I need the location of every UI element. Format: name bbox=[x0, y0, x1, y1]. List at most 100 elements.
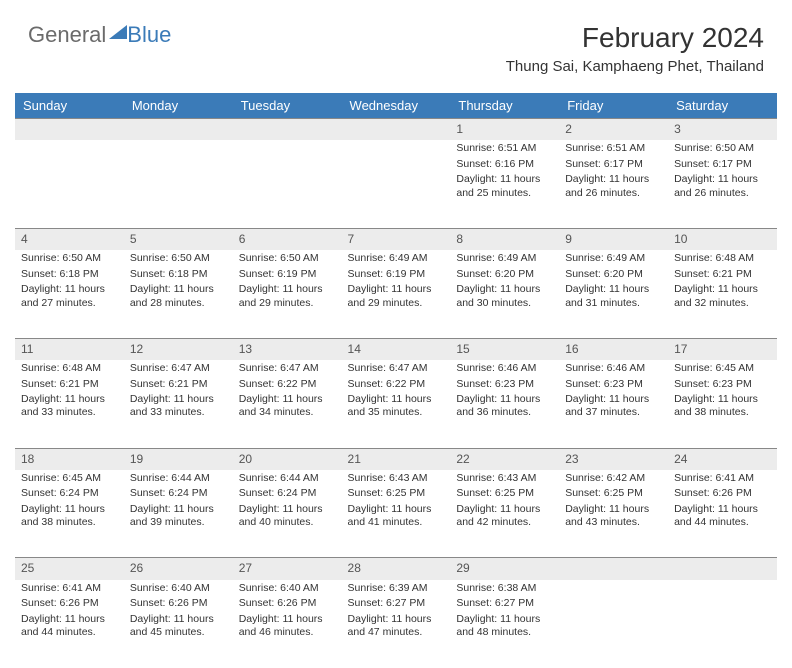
daylight-text: Daylight: 11 hours and 26 minutes. bbox=[565, 173, 662, 200]
sunrise-text: Sunrise: 6:51 AM bbox=[565, 142, 662, 155]
sunrise-text: Sunrise: 6:46 AM bbox=[565, 362, 662, 375]
weekday-header: Sunday bbox=[15, 93, 124, 119]
sunset-text: Sunset: 6:20 PM bbox=[565, 268, 662, 281]
daylight-text: Daylight: 11 hours and 46 minutes. bbox=[239, 613, 336, 640]
sunset-text: Sunset: 6:25 PM bbox=[565, 487, 662, 500]
daylight-text: Daylight: 11 hours and 35 minutes. bbox=[348, 393, 445, 420]
daynum-row: 11121314151617 bbox=[15, 338, 777, 360]
day-detail-cell: Sunrise: 6:50 AMSunset: 6:19 PMDaylight:… bbox=[233, 250, 342, 338]
sunrise-text: Sunrise: 6:41 AM bbox=[674, 472, 771, 485]
day-detail-row: Sunrise: 6:45 AMSunset: 6:24 PMDaylight:… bbox=[15, 470, 777, 558]
day-detail-cell: Sunrise: 6:50 AMSunset: 6:18 PMDaylight:… bbox=[124, 250, 233, 338]
daylight-text: Daylight: 11 hours and 40 minutes. bbox=[239, 503, 336, 530]
daylight-text: Daylight: 11 hours and 34 minutes. bbox=[239, 393, 336, 420]
title-block: February 2024 Thung Sai, Kamphaeng Phet,… bbox=[506, 22, 764, 75]
day-number-cell: 12 bbox=[124, 338, 233, 360]
sunset-text: Sunset: 6:19 PM bbox=[239, 268, 336, 281]
daylight-text: Daylight: 11 hours and 44 minutes. bbox=[21, 613, 118, 640]
sunset-text: Sunset: 6:17 PM bbox=[674, 158, 771, 171]
daylight-text: Daylight: 11 hours and 47 minutes. bbox=[348, 613, 445, 640]
day-number-cell: 5 bbox=[124, 228, 233, 250]
daylight-text: Daylight: 11 hours and 36 minutes. bbox=[456, 393, 553, 420]
day-number-cell: 7 bbox=[342, 228, 451, 250]
brand-part1: General bbox=[28, 22, 106, 48]
sunrise-text: Sunrise: 6:40 AM bbox=[239, 582, 336, 595]
day-detail-cell: Sunrise: 6:46 AM Sunset: 6:23 PM Daylight:… bbox=[559, 360, 668, 448]
daylight-text: Daylight: 11 hours and 31 minutes. bbox=[565, 283, 662, 310]
sunset-text: Sunset: 6:18 PM bbox=[21, 268, 118, 281]
sunset-text: Sunset: 6:22 PM bbox=[348, 378, 445, 391]
daylight-text: Daylight: 11 hours and 37 minutes. bbox=[565, 393, 662, 420]
sunset-text: Sunset: 6:27 PM bbox=[456, 597, 553, 610]
day-number-cell: 9 bbox=[559, 228, 668, 250]
brand-logo: General Blue bbox=[28, 22, 171, 48]
day-number-cell: 10 bbox=[668, 228, 777, 250]
sunset-text: Sunset: 6:26 PM bbox=[239, 597, 336, 610]
sunset-text: Sunset: 6:19 PM bbox=[348, 268, 445, 281]
sunset-text: Sunset: 6:24 PM bbox=[130, 487, 227, 500]
daylight-text: Daylight: 11 hours and 33 minutes. bbox=[130, 393, 227, 420]
day-number-cell: 22 bbox=[450, 448, 559, 470]
sunrise-text: Sunrise: 6:50 AM bbox=[21, 252, 118, 265]
sunrise-text: Sunrise: 6:45 AM bbox=[674, 362, 771, 375]
daylight-text: Daylight: 11 hours and 48 minutes. bbox=[456, 613, 553, 640]
day-detail-cell: Sunrise: 6:46 AM Sunset: 6:23 PM Daylight:… bbox=[450, 360, 559, 448]
sunset-text: Sunset: 6:21 PM bbox=[674, 268, 771, 281]
day-detail-cell: Sunrise: 6:47 AMSunset: 6:22 PMDaylight:… bbox=[233, 360, 342, 448]
daylight-text: Daylight: 11 hours and 38 minutes. bbox=[674, 393, 771, 420]
day-detail-cell bbox=[668, 580, 777, 668]
sunset-text: Sunset: 6:27 PM bbox=[348, 597, 445, 610]
day-detail-cell: Sunrise: 6:39 AMSunset: 6:27 PMDaylight:… bbox=[342, 580, 451, 668]
day-detail-cell: Sunrise: 6:43 AMSunset: 6:25 PMDaylight:… bbox=[342, 470, 451, 558]
sunset-text: Sunset: 6:23 PM bbox=[565, 378, 662, 391]
daylight-text: Daylight: 11 hours and 27 minutes. bbox=[21, 283, 118, 310]
day-detail-cell: Sunrise: 6:50 AM Sunset: 6:18 PM Daylight:… bbox=[15, 250, 124, 338]
day-detail-cell: Sunrise: 6:38 AM Sunset: 6:27 PM Daylight:… bbox=[450, 580, 559, 668]
day-number-cell bbox=[233, 119, 342, 141]
day-detail-cell: Sunrise: 6:40 AM Sunset: 6:26 PM Daylight:… bbox=[233, 580, 342, 668]
sunrise-text: Sunrise: 6:44 AM bbox=[130, 472, 227, 485]
day-detail-cell bbox=[559, 580, 668, 668]
day-number-cell: 21 bbox=[342, 448, 451, 470]
day-number-cell: 23 bbox=[559, 448, 668, 470]
day-detail-row: Sunrise: 6:41 AM Sunset: 6:26 PM Daylight:… bbox=[15, 580, 777, 668]
day-number-cell: 1 bbox=[450, 119, 559, 141]
daylight-text: Daylight: 11 hours and 28 minutes. bbox=[130, 283, 227, 310]
day-detail-cell: Sunrise: 6:50 AMSunset: 6:17 PMDaylight:… bbox=[668, 140, 777, 228]
weekday-header: Friday bbox=[559, 93, 668, 119]
sunrise-text: Sunrise: 6:38 AM bbox=[456, 582, 553, 595]
sunrise-text: Sunrise: 6:46 AM bbox=[456, 362, 553, 375]
sunrise-text: Sunrise: 6:41 AM bbox=[21, 582, 118, 595]
weekday-header: Saturday bbox=[668, 93, 777, 119]
day-number-cell: 6 bbox=[233, 228, 342, 250]
day-number-cell: 3 bbox=[668, 119, 777, 141]
day-detail-cell: Sunrise: 6:41 AMSunset: 6:26 PMDaylight:… bbox=[668, 470, 777, 558]
day-number-cell bbox=[668, 558, 777, 580]
day-detail-cell: Sunrise: 6:44 AMSunset: 6:24 PMDaylight:… bbox=[233, 470, 342, 558]
weekday-header: Tuesday bbox=[233, 93, 342, 119]
day-detail-cell: Sunrise: 6:49 AMSunset: 6:19 PMDaylight:… bbox=[342, 250, 451, 338]
sunset-text: Sunset: 6:21 PM bbox=[21, 378, 118, 391]
day-number-cell: 18 bbox=[15, 448, 124, 470]
day-number-cell: 13 bbox=[233, 338, 342, 360]
daylight-text: Daylight: 11 hours and 39 minutes. bbox=[130, 503, 227, 530]
day-number-cell: 20 bbox=[233, 448, 342, 470]
sunset-text: Sunset: 6:23 PM bbox=[456, 378, 553, 391]
sunset-text: Sunset: 6:18 PM bbox=[130, 268, 227, 281]
sunset-text: Sunset: 6:25 PM bbox=[456, 487, 553, 500]
day-detail-cell: Sunrise: 6:51 AMSunset: 6:17 PMDaylight:… bbox=[559, 140, 668, 228]
header: General Blue February 2024 Thung Sai, Ka… bbox=[0, 0, 792, 81]
daylight-text: Daylight: 11 hours and 41 minutes. bbox=[348, 503, 445, 530]
day-detail-cell: Sunrise: 6:48 AMSunset: 6:21 PMDaylight:… bbox=[15, 360, 124, 448]
day-detail-row: Sunrise: 6:51 AMSunset: 6:16 PMDaylight:… bbox=[15, 140, 777, 228]
day-detail-cell: Sunrise: 6:41 AMSunset: 6:26 PMDaylight:… bbox=[15, 580, 124, 668]
sunrise-text: Sunrise: 6:42 AM bbox=[565, 472, 662, 485]
day-number-cell: 24 bbox=[668, 448, 777, 470]
sunset-text: Sunset: 6:21 PM bbox=[130, 378, 227, 391]
day-number-cell bbox=[559, 558, 668, 580]
day-detail-cell: Sunrise: 6:45 AMSunset: 6:24 PMDaylight:… bbox=[15, 470, 124, 558]
daylight-text: Daylight: 11 hours and 29 minutes. bbox=[348, 283, 445, 310]
daylight-text: Daylight: 11 hours and 32 minutes. bbox=[674, 283, 771, 310]
day-number-cell: 29 bbox=[450, 558, 559, 580]
sunrise-text: Sunrise: 6:50 AM bbox=[674, 142, 771, 155]
